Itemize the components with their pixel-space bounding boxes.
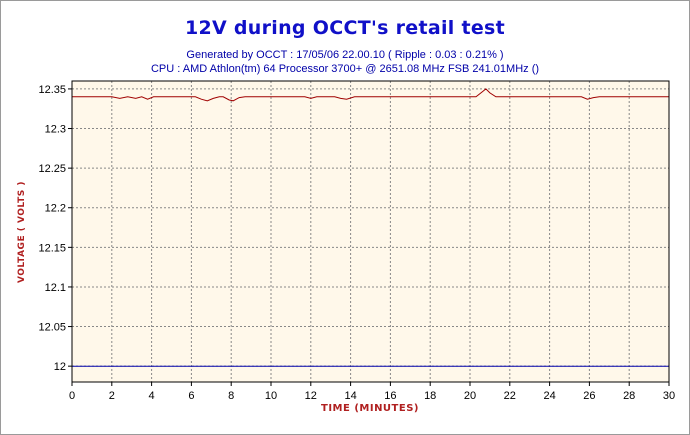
chart-title: 12V during OCCT's retail test — [184, 17, 506, 39]
y-tick-label: 12.2 — [45, 203, 66, 215]
x-tick-label: 8 — [228, 390, 234, 402]
x-tick-label: 18 — [424, 390, 436, 402]
x-tick-label: 10 — [265, 390, 277, 402]
y-tick-label: 12.35 — [38, 84, 66, 96]
y-tick-label: 12.15 — [38, 242, 66, 254]
x-tick-label: 2 — [109, 390, 115, 402]
x-tick-label: 24 — [543, 390, 555, 402]
x-tick-label: 4 — [149, 390, 155, 402]
chart-subtitle-generated: Generated by OCCT : 17/05/06 22.00.10 ( … — [186, 49, 504, 61]
chart-subtitle-cpu: CPU : AMD Athlon(tm) 64 Processor 3700+ … — [150, 63, 540, 75]
x-tick-label: 12 — [305, 390, 317, 402]
x-tick-label: 14 — [344, 390, 356, 402]
plot-background — [72, 81, 669, 382]
y-tick-label: 12.1 — [45, 282, 66, 294]
y-tick-labels: 12 12.05 12.1 12.15 12.2 12.25 12.3 12.35 — [38, 84, 66, 373]
series-lines — [72, 88, 669, 367]
plot-border — [71, 80, 670, 383]
x-tick-label: 26 — [583, 390, 595, 402]
x-tick-label: 16 — [384, 390, 396, 402]
x-tick-label: 20 — [464, 390, 476, 402]
y-tick-label: 12.3 — [45, 124, 66, 136]
y-tick-label: 12.25 — [38, 163, 66, 175]
x-axis-label: TIME (MINUTES) — [321, 403, 419, 414]
x-tick-labels: 0 2 4 6 8 10 12 14 16 18 20 22 24 26 28 30 — [69, 390, 675, 402]
x-tick-label: 22 — [504, 390, 516, 402]
y-tick-label: 12 — [54, 361, 66, 373]
x-tick-label: 30 — [663, 390, 675, 402]
x-tick-label: 0 — [69, 390, 75, 402]
axis-ticks — [68, 88, 670, 386]
y-axis-label: VOLTAGE ( VOLTS ) — [17, 180, 27, 284]
series-line-0 — [72, 88, 669, 102]
x-tick-label: 28 — [623, 390, 635, 402]
x-tick-label: 6 — [188, 390, 194, 402]
y-tick-label: 12.05 — [38, 322, 66, 334]
